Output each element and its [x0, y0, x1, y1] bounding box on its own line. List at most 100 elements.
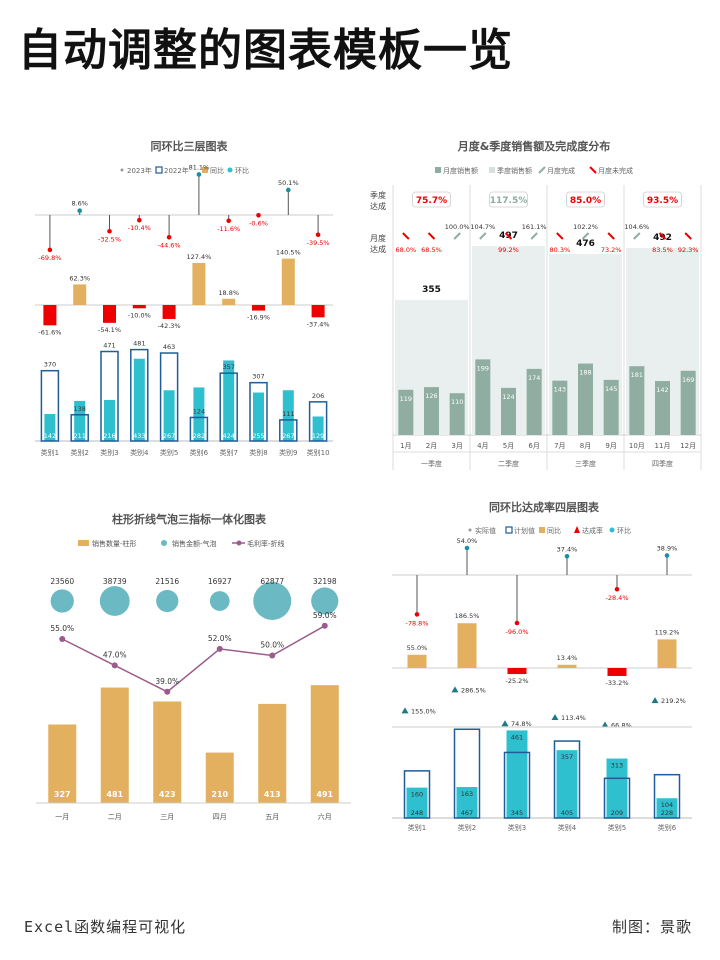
- category-label: 类别3: [100, 448, 118, 457]
- rate-label: 155.0%: [411, 707, 436, 715]
- category-label: 类别8: [249, 448, 267, 457]
- legend-label: 达成率: [582, 526, 603, 535]
- plan-bar: [503, 751, 531, 819]
- month-bar: [398, 389, 414, 435]
- month-bar: [603, 379, 619, 435]
- qty-value: 413: [264, 790, 281, 799]
- legend-marker: [155, 166, 163, 174]
- huanbi-dot: [614, 586, 620, 592]
- month-value: 143: [554, 386, 566, 394]
- value-2022: 138: [73, 405, 85, 413]
- actual-bar: [456, 787, 478, 818]
- legend-label: 月度完成: [547, 166, 575, 175]
- month-label: 5月: [503, 442, 514, 450]
- qty-bar: [153, 701, 182, 803]
- huanbi-dot: [256, 213, 261, 218]
- amount-bubble: [156, 589, 179, 613]
- tongbi-label: -33.2%: [606, 679, 629, 687]
- actual-value: 104: [661, 801, 673, 809]
- bar-2023: [163, 390, 175, 441]
- plan-value: 467: [461, 809, 473, 817]
- bar-2022: [308, 401, 328, 442]
- value-2023: 433: [133, 432, 145, 440]
- row-label-season: 达成: [370, 201, 386, 211]
- tongbi-bar: [557, 664, 577, 668]
- value-2022: 471: [103, 342, 115, 350]
- actual-bar: [656, 798, 678, 818]
- category-label: 类别4: [558, 823, 577, 832]
- tongbi-label: -42.3%: [158, 322, 181, 330]
- plan-bar: [653, 773, 681, 819]
- month-undone-mark: [658, 232, 667, 240]
- margin-point: [216, 645, 223, 652]
- legend-label: 季度销售额: [497, 166, 532, 175]
- quarter-rate-badge: [489, 191, 528, 208]
- actual-bar: [406, 787, 428, 818]
- tongbi-label: -61.6%: [38, 328, 61, 336]
- rate-marker: [601, 721, 609, 728]
- plan-value: 405: [561, 809, 573, 817]
- huanbi-label: 81.1%: [189, 163, 210, 171]
- category-label: 类别1: [408, 823, 426, 832]
- legend-marker: [236, 540, 242, 546]
- huanbi-dot: [226, 218, 231, 224]
- plan-bar: [603, 777, 631, 819]
- category-label: 类别5: [160, 448, 178, 457]
- category-label: 类别6: [658, 823, 677, 832]
- margin-point: [164, 688, 171, 695]
- qty-bar: [258, 703, 287, 803]
- month-label: 2月: [426, 442, 437, 450]
- huanbi-dot: [47, 247, 53, 253]
- qty-bar: [310, 685, 339, 803]
- actual-value: 461: [511, 733, 523, 741]
- value-2022: 307: [252, 373, 264, 381]
- huanbi-dot: [137, 217, 142, 223]
- category-label: 类别9: [279, 448, 297, 457]
- huanbi-label: -44.6%: [158, 241, 181, 249]
- bar-2022: [159, 352, 179, 442]
- bar-2022: [219, 372, 238, 442]
- rate-marker: [501, 720, 509, 727]
- month-value: 110: [451, 398, 463, 406]
- huanbi-dot: [664, 553, 670, 558]
- huanbi-label: 38.9%: [657, 545, 678, 553]
- footer-source: Excel函数编程可视化: [24, 918, 187, 936]
- huanbi-label: -28.4%: [606, 594, 629, 602]
- quarter-value: 492: [653, 233, 672, 243]
- category-label: 五月: [265, 813, 279, 821]
- value-2022: 481: [133, 340, 145, 348]
- legend-marker: [227, 167, 233, 173]
- qty-bar: [205, 752, 234, 803]
- bar-2022: [70, 414, 89, 442]
- value-2022: 463: [163, 343, 175, 351]
- huanbi-dot: [464, 545, 470, 551]
- category-label: 类别5: [608, 823, 626, 832]
- month-label: 3月: [451, 442, 462, 450]
- margin-label: 47.0%: [103, 650, 127, 659]
- legend-label: 环比: [617, 526, 631, 535]
- tongbi-bar: [222, 298, 236, 305]
- margin-label: 50.0%: [260, 641, 284, 650]
- value-2023: 424: [222, 432, 234, 440]
- huanbi-dot: [107, 228, 112, 234]
- month-label: 7月: [554, 442, 565, 450]
- category-label: 类别2: [70, 448, 88, 457]
- huanbi-label: -39.5%: [307, 239, 330, 247]
- amount-bubble: [253, 582, 292, 620]
- amount-bubble: [99, 586, 130, 616]
- chart-title: 月度&季度销售额及完成度分布: [457, 139, 611, 153]
- rate-marker: [401, 707, 409, 714]
- month-done-mark: [633, 232, 641, 240]
- plan-bar: [553, 740, 581, 819]
- value-2023: 129: [312, 432, 324, 440]
- legend-marker: [489, 167, 495, 173]
- month-label: 9月: [605, 442, 616, 450]
- huanbi-label: -69.8%: [38, 254, 61, 262]
- value-2023: 211: [73, 432, 85, 440]
- month-done-mark: [581, 232, 590, 240]
- amount-value: 38739: [103, 577, 127, 586]
- tongbi-bar: [657, 639, 677, 668]
- category-label: 一月: [55, 813, 69, 821]
- month-bar: [578, 363, 593, 435]
- actual-value: 163: [461, 790, 473, 798]
